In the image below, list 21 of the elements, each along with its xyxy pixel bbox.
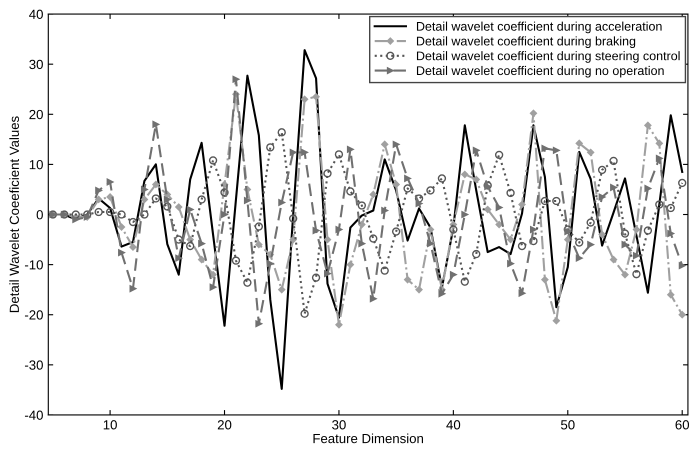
x-axis-title: Feature Dimension — [313, 434, 423, 444]
y-axis-title: Detail Wavelet Coeeficient Values — [9, 116, 19, 312]
y-tick-label: 0 — [36, 210, 43, 220]
y-tick-label: -40 — [24, 410, 43, 420]
y-tick-label: 10 — [30, 160, 43, 170]
x-tick-label: 60 — [676, 420, 690, 430]
y-tick-label: -30 — [24, 360, 43, 370]
x-tick-label: 20 — [218, 420, 232, 430]
x-tick-label: 50 — [560, 420, 575, 430]
y-tick-label: 20 — [29, 110, 43, 120]
y-tick-label: 30 — [29, 60, 43, 70]
legend-label: Detail wavelet coefficient during braking — [416, 36, 636, 48]
y-tick-label: 40 — [29, 10, 43, 19]
x-tick-label: 30 — [332, 420, 346, 430]
legend-label: Detail wavelet coefficient during acceleration — [416, 22, 662, 34]
legend-label: Detail wavelet coefficient during steering control — [416, 51, 680, 63]
x-tick-label: 10 — [104, 420, 117, 430]
x-tick-label: 40 — [446, 420, 460, 430]
y-tick-label: -20 — [24, 310, 43, 320]
legend-label: Detail wavelet coefficient during no operation — [416, 66, 664, 78]
y-tick-label: -10 — [24, 260, 43, 270]
